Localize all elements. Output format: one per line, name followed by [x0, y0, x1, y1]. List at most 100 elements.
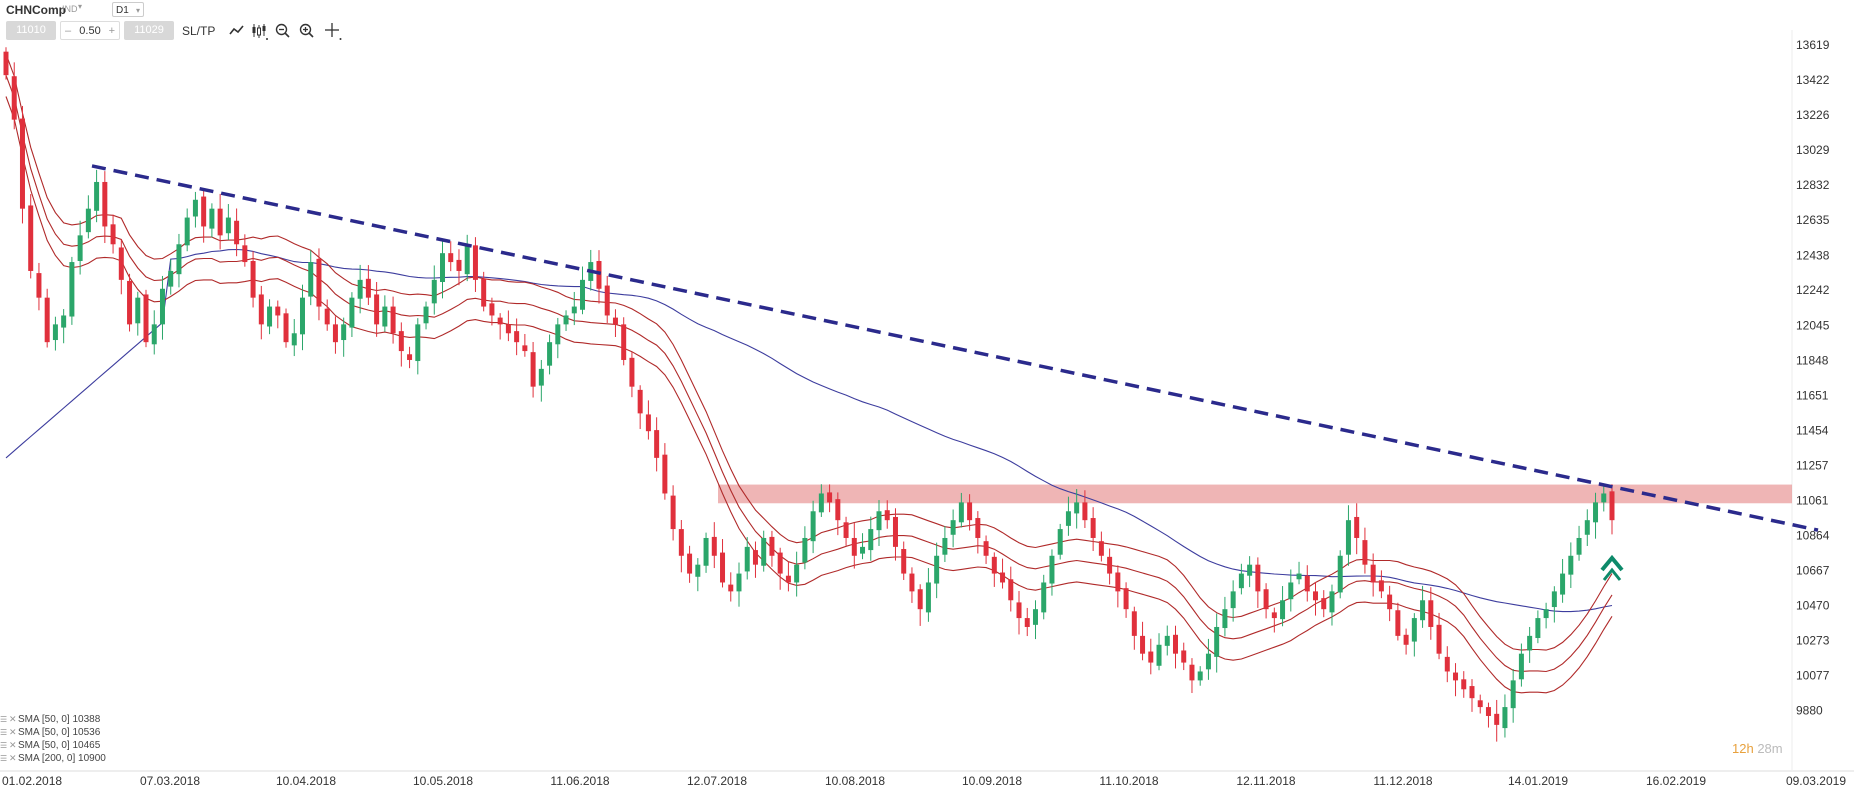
candle-body — [94, 181, 100, 211]
candle-body — [1560, 573, 1566, 595]
candle — [1568, 542, 1574, 588]
remove-icon[interactable]: ✕ — [9, 753, 17, 763]
crosshair-icon[interactable] — [324, 21, 342, 41]
candle — [1263, 583, 1269, 619]
candlestick-icon[interactable] — [250, 21, 268, 41]
settings-icon[interactable]: ☰ — [0, 728, 8, 737]
candle-body — [1477, 700, 1483, 708]
candle — [967, 494, 973, 531]
candle-body — [1189, 664, 1195, 681]
timeframe-select[interactable]: D1 ▾ — [112, 2, 144, 17]
candle-body — [250, 260, 256, 298]
candle — [283, 308, 289, 348]
candle — [1494, 699, 1500, 742]
bid-button[interactable]: 11010 — [6, 21, 56, 40]
candle — [547, 334, 553, 375]
candle — [1164, 625, 1170, 656]
candle-body — [596, 260, 602, 289]
settings-icon[interactable]: ☰ — [0, 754, 8, 763]
candle-body — [1576, 537, 1582, 555]
y-tick-label: 13422 — [1796, 73, 1830, 87]
candle — [604, 275, 610, 323]
candle-body — [934, 555, 940, 584]
candle-body — [1107, 556, 1113, 574]
candle-body — [11, 76, 17, 120]
candle — [168, 259, 174, 295]
candle — [1543, 602, 1549, 629]
zoom-out-icon[interactable] — [274, 21, 292, 41]
settings-icon[interactable]: ☰ — [0, 715, 8, 724]
candle-body — [884, 510, 890, 521]
decrease-button[interactable]: – — [65, 25, 72, 37]
legend-item[interactable]: ☰ ✕SMA [50, 0] 10388 — [0, 713, 140, 726]
lot-value[interactable]: 0.50 — [79, 25, 101, 37]
candle — [382, 295, 388, 332]
x-tick-label: 09.03.2019 — [1786, 774, 1846, 788]
y-tick-label: 10667 — [1796, 564, 1830, 578]
zoom-in-icon[interactable] — [298, 21, 316, 41]
candle-body — [415, 324, 421, 362]
line-chart-icon[interactable] — [228, 21, 246, 41]
candle — [1288, 569, 1294, 612]
sma-envelope-upper — [5, 53, 1613, 651]
candle-body — [110, 224, 116, 245]
candle — [324, 299, 330, 331]
candle — [530, 341, 536, 398]
candle — [374, 282, 380, 337]
candle-body — [118, 247, 124, 280]
chevron-down-icon: ▾ — [135, 6, 140, 15]
candle — [1214, 613, 1220, 673]
symbol-name[interactable]: CHNComp — [6, 3, 66, 17]
candle-body — [555, 324, 561, 345]
candle — [1230, 580, 1236, 622]
settings-icon[interactable]: ☰ — [0, 741, 8, 750]
ask-button[interactable]: 11029 — [124, 21, 174, 40]
candle-body — [1255, 564, 1261, 592]
candle-body — [201, 196, 207, 227]
candle-body — [835, 499, 841, 521]
sma-envelope-lower — [5, 96, 1613, 694]
candle-body — [1065, 511, 1071, 526]
candle-body — [1609, 491, 1615, 521]
candle — [472, 237, 478, 292]
candle — [398, 322, 404, 367]
legend-item[interactable]: ☰ ✕SMA [50, 0] 10465 — [0, 739, 140, 752]
candle — [1016, 591, 1022, 635]
increase-button[interactable]: + — [108, 25, 115, 37]
candle — [761, 530, 767, 572]
sltp-button[interactable]: SL/TP — [182, 24, 216, 38]
candle — [1140, 621, 1146, 661]
candle-body — [283, 313, 289, 343]
candle — [909, 567, 915, 603]
countdown-hours: 12h — [1732, 741, 1754, 756]
candle-body — [77, 235, 83, 261]
candle-body — [1568, 555, 1574, 575]
symbol-dropdown-icon[interactable]: ▾ — [78, 2, 83, 11]
candle-body — [1263, 589, 1269, 610]
candle — [1090, 507, 1096, 551]
candle-body — [1197, 671, 1203, 681]
candle-body — [127, 280, 133, 325]
legend-item[interactable]: ☰ ✕SMA [50, 0] 10536 — [0, 726, 140, 739]
candle — [1593, 492, 1599, 539]
y-tick-label: 11257 — [1796, 459, 1829, 473]
candle-body — [159, 288, 165, 325]
candle — [1197, 666, 1203, 686]
candle — [703, 532, 709, 573]
resistance-trendline[interactable] — [91, 164, 1819, 532]
lot-stepper[interactable]: – 0.50 + — [60, 21, 120, 40]
candle — [1576, 525, 1582, 561]
x-tick-label: 16.02.2019 — [1646, 774, 1706, 788]
candle-body — [357, 279, 363, 299]
candle-body — [1461, 679, 1467, 690]
candle-body — [1313, 591, 1319, 601]
candle — [1024, 607, 1030, 637]
candle-body — [827, 492, 833, 503]
candle-body — [530, 352, 536, 387]
remove-icon[interactable]: ✕ — [9, 740, 17, 750]
remove-icon[interactable]: ✕ — [9, 714, 17, 724]
remove-icon[interactable]: ✕ — [9, 727, 17, 737]
candle — [481, 271, 487, 312]
legend-item[interactable]: ☰ ✕SMA [200, 0] 10900 — [0, 752, 140, 765]
